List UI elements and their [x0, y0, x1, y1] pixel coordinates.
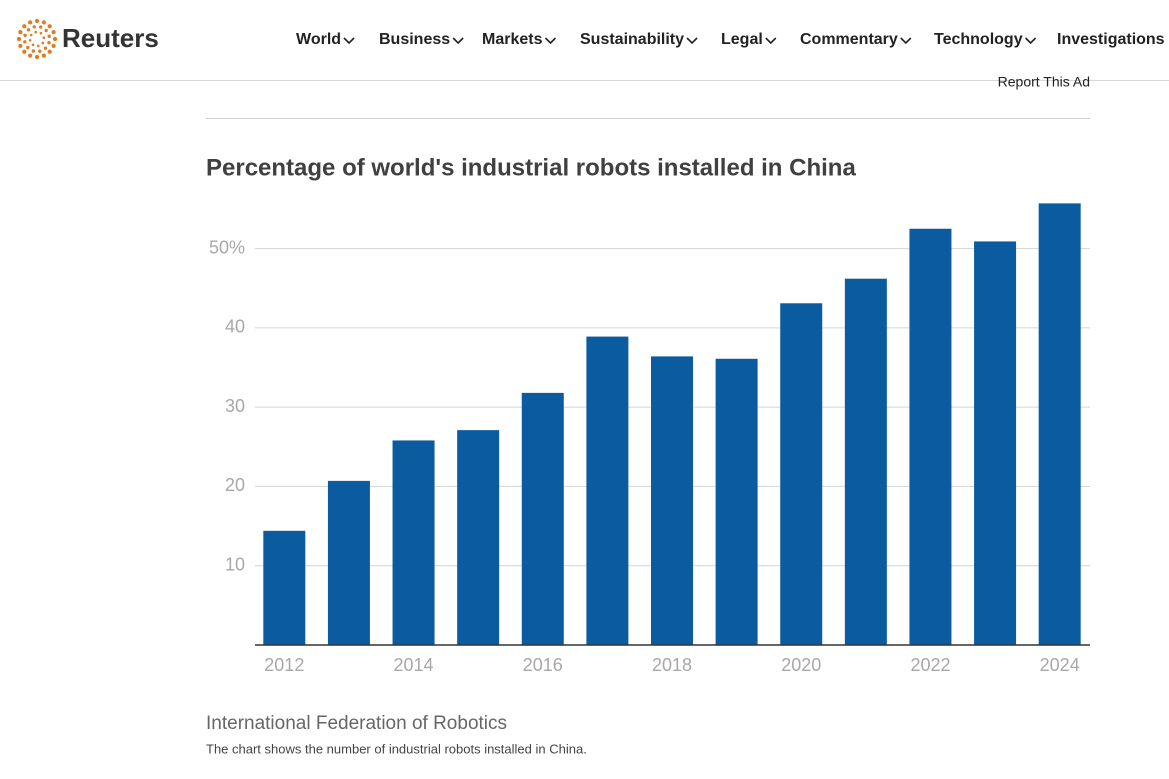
y-tick-label: 30	[225, 396, 245, 416]
logo-dot	[23, 33, 27, 38]
nav-item[interactable]: Legal	[721, 31, 763, 48]
logo-dot	[51, 30, 56, 35]
logo-dot	[51, 43, 56, 48]
logo-dot	[47, 49, 52, 54]
nav-chevron[interactable]	[544, 37, 557, 45]
logo-dot	[34, 18, 40, 24]
logo-dot	[47, 40, 51, 45]
bar	[651, 356, 693, 645]
nav-item[interactable]: Business	[379, 31, 450, 48]
logo-dot	[52, 36, 58, 42]
logo-dot	[28, 38, 32, 42]
logo-dot	[34, 30, 38, 34]
y-tick-label: 50%	[209, 237, 245, 257]
logo-dot	[22, 24, 27, 29]
x-tick-label: 2024	[1040, 655, 1080, 675]
x-tick-label: 2016	[523, 655, 563, 675]
bar	[844, 278, 887, 645]
bar	[780, 303, 823, 645]
bar	[521, 392, 564, 645]
caption: The chart shows the number of industrial…	[206, 741, 587, 756]
bar	[327, 480, 370, 645]
header-bar	[0, 0, 1169, 80]
logo-dot	[29, 33, 33, 37]
logo-dot	[32, 25, 36, 29]
logo-dot	[22, 49, 27, 54]
logo-dot	[38, 49, 42, 53]
logo-dot	[41, 20, 46, 25]
x-tick-label: 2022	[910, 655, 950, 675]
nav-chevron[interactable]	[452, 37, 464, 45]
bar	[263, 530, 306, 645]
logo-dot	[16, 36, 22, 42]
logo-dot	[36, 44, 40, 48]
source: International Federation of Robotics	[206, 713, 507, 734]
bar	[586, 336, 629, 645]
x-tick-label: 2014	[394, 655, 434, 675]
nav-chevron[interactable]	[900, 37, 912, 45]
nav-chevron[interactable]	[1025, 37, 1037, 45]
bar	[392, 440, 435, 645]
logo-dot	[41, 41, 45, 45]
nav-chevron[interactable]	[686, 37, 698, 45]
logo-dot	[28, 53, 33, 58]
chart-title: Percentage of world's industrial robots …	[206, 154, 856, 181]
y-tick-label: 10	[225, 554, 245, 574]
logo-dot	[47, 24, 52, 29]
logo-dot	[23, 40, 27, 44]
logo-dot	[44, 28, 48, 33]
logo-dot	[41, 53, 46, 58]
bar	[715, 358, 758, 645]
nav-item[interactable]: Markets	[482, 31, 543, 48]
logo-dot	[31, 49, 36, 53]
logo-dot	[26, 28, 31, 32]
y-tick-label: 20	[225, 475, 245, 495]
nav-chevron[interactable]	[765, 37, 777, 45]
logo-dot	[43, 46, 48, 50]
logo-dot	[31, 43, 35, 47]
bar	[909, 228, 952, 645]
nav-item[interactable]: World	[296, 31, 341, 48]
nav-item[interactable]: Technology	[934, 31, 1023, 48]
bar	[974, 241, 1017, 645]
y-tick-label: 40	[225, 317, 245, 337]
logo-dot	[18, 43, 23, 48]
bar	[457, 430, 500, 645]
logo-dot	[34, 54, 40, 60]
logo-dot	[39, 31, 43, 35]
nav-item[interactable]: Commentary	[800, 31, 898, 48]
logo-dot	[42, 36, 46, 40]
logo-icon[interactable]	[16, 18, 58, 60]
x-tick-label: 2018	[652, 655, 692, 675]
logo-dot	[38, 25, 43, 29]
x-tick-label: 2020	[781, 655, 821, 675]
logo-text[interactable]: Reuters	[62, 23, 159, 53]
chart: 10 20 30 40 50% 2012 2014 2016 2018 2020 2022 2024	[209, 203, 1090, 675]
nav: World Business Markets Sustainability Legal C…	[296, 31, 1165, 48]
x-tick-label: 2012	[264, 655, 304, 675]
logo-dot	[18, 30, 23, 35]
logo-dot	[26, 45, 30, 50]
nav-chevron[interactable]	[343, 37, 355, 45]
nav-item[interactable]: Investigations	[1057, 31, 1165, 48]
logo-dot	[47, 34, 51, 38]
nav-item[interactable]: Sustainability	[580, 31, 684, 48]
ad-label[interactable]: Report This Ad	[998, 74, 1090, 90]
bar	[1038, 203, 1081, 645]
logo-dot	[28, 20, 33, 25]
